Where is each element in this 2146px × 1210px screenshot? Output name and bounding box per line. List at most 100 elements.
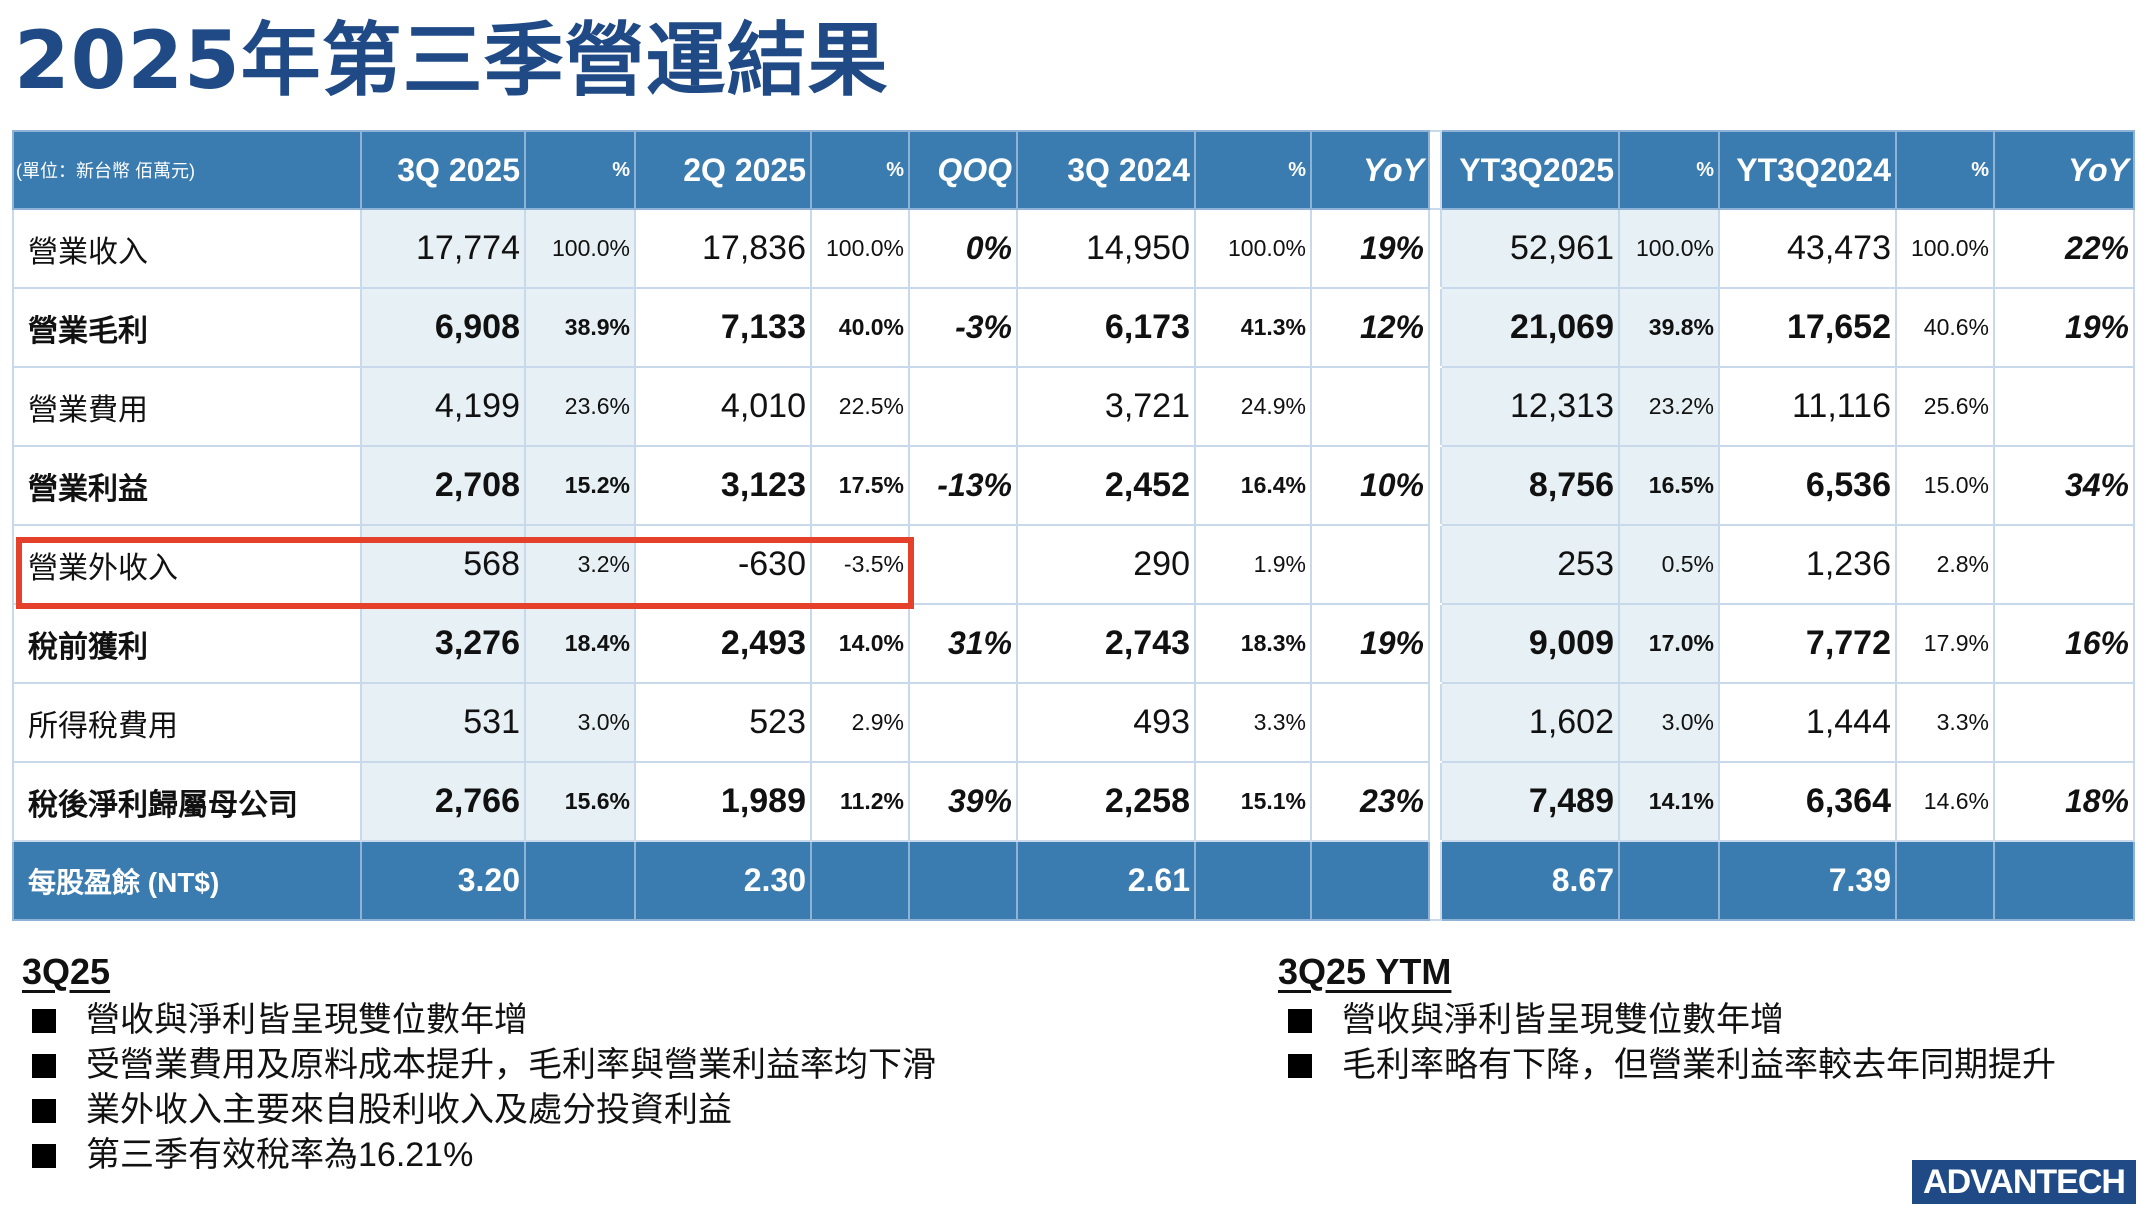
table-row-net-income-parent: 稅後淨利歸屬母公司 2,766 15.6% 1,989 11.2% 39% 2,… (12, 761, 2135, 842)
empty-cell (1310, 840, 1430, 921)
value-yt2024: 6,364 (1718, 761, 1897, 842)
yoy-value: 12% (1310, 287, 1430, 368)
header-pct: % (1194, 130, 1312, 210)
yoy-value (1310, 524, 1430, 605)
yoy-value: 19% (1310, 603, 1430, 684)
note-item: 受營業費用及原料成本提升，毛利率與營業利益率均下滑 (22, 1043, 936, 1088)
empty-cell (1618, 840, 1720, 921)
eps-3q2024: 2.61 (1016, 840, 1196, 921)
value-yt2024: 1,236 (1718, 524, 1897, 605)
value-yt2024: 43,473 (1718, 208, 1897, 289)
table-row-operating-expenses: 營業費用 4,199 23.6% 4,010 22.5% 3,721 24.9%… (12, 366, 2135, 447)
pct-3q2025: 38.9% (524, 287, 636, 368)
pct-yt2025: 39.8% (1618, 287, 1720, 368)
pct-2q2025: 100.0% (810, 208, 910, 289)
pct-2q2025: 2.9% (810, 682, 910, 763)
value-yt2025: 7,489 (1440, 761, 1620, 842)
empty-cell (524, 840, 636, 921)
eps-3q2025: 3.20 (360, 840, 526, 921)
column-gap (1428, 761, 1442, 842)
pct-3q2024: 24.9% (1194, 366, 1312, 447)
value-2q2025: 3,123 (634, 445, 812, 526)
value-yt2025: 1,602 (1440, 682, 1620, 763)
empty-cell (1993, 840, 2135, 921)
column-gap (1428, 287, 1442, 368)
pct-yt2024: 14.6% (1895, 761, 1995, 842)
eps-yt2024: 7.39 (1718, 840, 1897, 921)
row-label: 營業毛利 (12, 287, 362, 368)
yoy-value: 19% (1310, 208, 1430, 289)
header-pct: % (810, 130, 910, 210)
empty-cell (810, 840, 910, 921)
value-3q2025: 2,766 (360, 761, 526, 842)
table-row-revenue: 營業收入 17,774 100.0% 17,836 100.0% 0% 14,9… (12, 208, 2135, 289)
yoy-value: 23% (1310, 761, 1430, 842)
header-pct: % (1895, 130, 1995, 210)
square-bullet-icon (1288, 1008, 1312, 1033)
value-3q2024: 493 (1016, 682, 1196, 763)
qoq-value (908, 524, 1018, 605)
pct-yt2024: 17.9% (1895, 603, 1995, 684)
note-item: 營收與淨利皆呈現雙位數年增 (22, 998, 936, 1043)
yoy-value: 10% (1310, 445, 1430, 526)
notes-heading: 3Q25 YTM (1278, 951, 1452, 992)
pct-3q2024: 41.3% (1194, 287, 1312, 368)
column-gap (1428, 366, 1442, 447)
row-label: 營業收入 (12, 208, 362, 289)
value-3q2025: 17,774 (360, 208, 526, 289)
value-yt2025: 9,009 (1440, 603, 1620, 684)
pct-3q2025: 18.4% (524, 603, 636, 684)
qoq-value: 0% (908, 208, 1018, 289)
row-label: 所得稅費用 (12, 682, 362, 763)
pct-yt2024: 40.6% (1895, 287, 1995, 368)
unit-label: (單位：新台幣 佰萬元) (12, 130, 362, 210)
pct-yt2024: 100.0% (1895, 208, 1995, 289)
pct-2q2025: 11.2% (810, 761, 910, 842)
pct-3q2025: 15.2% (524, 445, 636, 526)
qoq-value (908, 682, 1018, 763)
value-yt2024: 7,772 (1718, 603, 1897, 684)
pct-yt2024: 2.8% (1895, 524, 1995, 605)
pct-3q2025: 100.0% (524, 208, 636, 289)
table-row-non-operating-income: 營業外收入 568 3.2% -630 -3.5% 290 1.9% 253 0… (12, 524, 2135, 605)
pct-yt2025: 0.5% (1618, 524, 1720, 605)
header-yt3q2024: YT3Q2024 (1718, 130, 1897, 210)
pct-yt2025: 23.2% (1618, 366, 1720, 447)
square-bullet-icon (32, 1053, 56, 1078)
pct-yt2025: 16.5% (1618, 445, 1720, 526)
notes-heading: 3Q25 (22, 951, 111, 992)
yt-yoy-value: 34% (1993, 445, 2135, 526)
table-header-row: (單位：新台幣 佰萬元) 3Q 2025 % 2Q 2025 % QOQ 3Q … (12, 130, 2135, 210)
table-row-pretax-income: 稅前獲利 3,276 18.4% 2,493 14.0% 31% 2,743 1… (12, 603, 2135, 684)
qoq-value (908, 366, 1018, 447)
pct-3q2024: 100.0% (1194, 208, 1312, 289)
value-3q2025: 6,908 (360, 287, 526, 368)
value-3q2024: 2,258 (1016, 761, 1196, 842)
pct-2q2025: 40.0% (810, 287, 910, 368)
column-gap (1428, 603, 1442, 684)
yt-yoy-value (1993, 682, 2135, 763)
column-gap (1428, 524, 1442, 605)
qoq-value: 39% (908, 761, 1018, 842)
eps-yt2025: 8.67 (1440, 840, 1620, 921)
value-3q2025: 3,276 (360, 603, 526, 684)
value-2q2025: 7,133 (634, 287, 812, 368)
table-row-operating-income: 營業利益 2,708 15.2% 3,123 17.5% -13% 2,452 … (12, 445, 2135, 526)
pct-yt2024: 25.6% (1895, 366, 1995, 447)
pct-3q2025: 3.2% (524, 524, 636, 605)
square-bullet-icon (32, 1098, 56, 1123)
row-label: 營業利益 (12, 445, 362, 526)
empty-cell (1895, 840, 1995, 921)
pct-3q2024: 1.9% (1194, 524, 1312, 605)
pct-3q2025: 3.0% (524, 682, 636, 763)
header-3q2024: 3Q 2024 (1016, 130, 1196, 210)
value-3q2025: 568 (360, 524, 526, 605)
pct-3q2025: 15.6% (524, 761, 636, 842)
value-yt2024: 17,652 (1718, 287, 1897, 368)
column-gap (1428, 840, 1442, 921)
header-3q2025: 3Q 2025 (360, 130, 526, 210)
qoq-value: -13% (908, 445, 1018, 526)
value-3q2024: 2,743 (1016, 603, 1196, 684)
value-3q2025: 531 (360, 682, 526, 763)
notes-3q25: 3Q25 營收與淨利皆呈現雙位數年增 受營業費用及原料成本提升，毛利率與營業利益… (22, 948, 936, 1178)
